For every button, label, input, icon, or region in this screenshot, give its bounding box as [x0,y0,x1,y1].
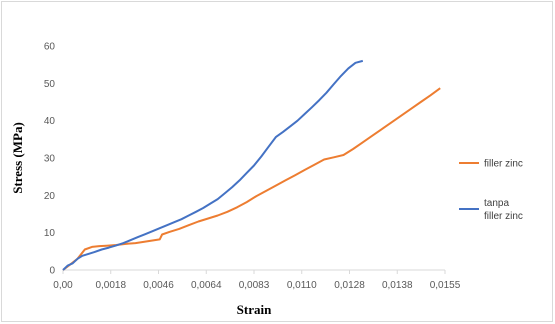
x-tick-label: 0,0064 [191,280,222,291]
x-tick-label: 0,0083 [239,280,270,291]
y-tick-label: 50 [44,79,56,90]
x-tick-label: 0,0018 [95,280,126,291]
series-line-tanpa-filler-zinc [63,61,363,270]
y-tick-label: 40 [44,116,56,127]
y-tick-label: 30 [44,154,56,165]
legend-label: tanpa filler zinc [484,198,523,222]
x-tick-label: 0,00 [53,280,73,291]
y-tick-label: 0 [49,266,55,277]
legend: filler zinc tanpa filler zinc [459,159,523,223]
y-tick-label: 10 [44,228,56,239]
x-tick-label: 0,0046 [143,280,174,291]
x-tick-label: 0,0155 [430,280,461,291]
y-axis-title: Stress (MPa) [10,122,25,194]
y-tick-label: 60 [44,42,56,53]
x-tick-label: 0,0110 [287,280,317,291]
y-tick-label: 20 [44,191,56,202]
series-layer [63,61,440,270]
x-tick-label: 0,0138 [382,280,413,291]
legend-label: filler zinc [484,159,523,170]
series-line-filler-zinc [63,88,440,270]
x-axis-title: Strain [237,302,272,317]
x-tick-label: 0,0128 [334,280,365,291]
